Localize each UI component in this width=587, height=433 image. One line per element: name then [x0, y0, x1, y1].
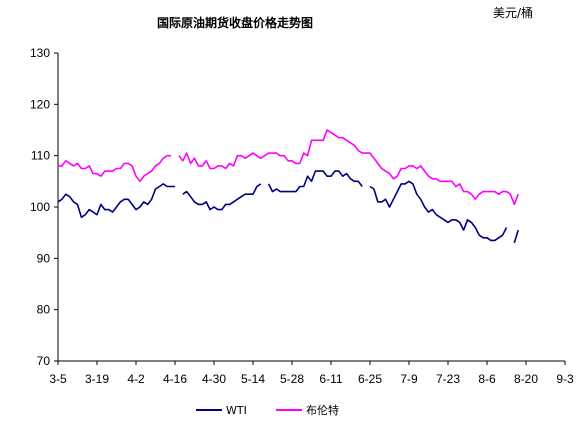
- y-tick-label: 120: [30, 97, 50, 111]
- y-tick-label: 90: [37, 251, 51, 265]
- x-tick-label: 8-6: [478, 372, 496, 386]
- x-tick-label: 7-23: [436, 372, 460, 386]
- x-tick-label: 9-3: [556, 372, 574, 386]
- x-tick-label: 6-11: [319, 372, 342, 386]
- x-tick-label: 3-5: [49, 372, 67, 386]
- x-tick-label: 3-19: [85, 372, 109, 386]
- x-tick-label: 6-25: [358, 372, 382, 386]
- legend: WTI 布伦特: [196, 403, 339, 417]
- unit-label: 美元/桶: [493, 5, 533, 20]
- y-tick-label: 70: [37, 354, 51, 368]
- series-line-brent: [58, 129, 519, 206]
- x-tick-label: 5-14: [241, 372, 265, 386]
- x-tick-label: 4-30: [202, 372, 226, 386]
- legend-label: 布伦特: [306, 403, 339, 417]
- y-tick-label: 130: [30, 46, 50, 60]
- chart-title: 国际原油期货收盘价格走势图: [157, 15, 313, 30]
- plot-area: 70 80 90 100 110 120 130 3-5 3-19 4-2 4-16 4-30 5-14…: [30, 46, 574, 386]
- x-tick-label: 8-20: [514, 372, 538, 386]
- y-tick-label: 80: [37, 303, 51, 317]
- x-tick-label: 5-28: [280, 372, 304, 386]
- x-tick-label: 7-9: [400, 372, 418, 386]
- y-tick-label: 110: [31, 149, 50, 163]
- x-tick-label: 4-2: [127, 372, 145, 386]
- series-line-wti: [57, 170, 519, 244]
- x-tick-label: 4-16: [163, 372, 187, 386]
- y-tick-label: 100: [30, 200, 50, 214]
- legend-label: WTI: [226, 404, 247, 417]
